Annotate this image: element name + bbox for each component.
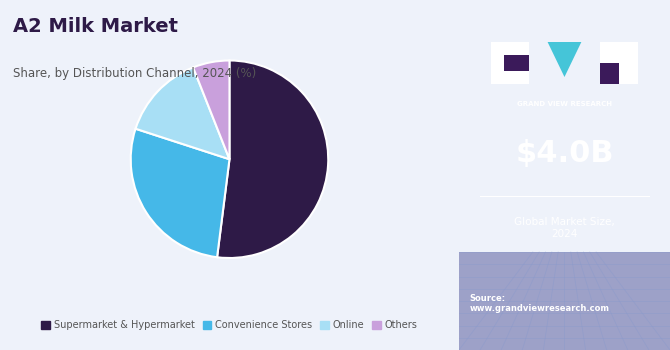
Bar bbox=[600, 63, 619, 84]
Bar bbox=[490, 42, 529, 84]
Bar bbox=[600, 42, 639, 84]
Wedge shape bbox=[135, 68, 229, 159]
Text: A2 Milk Market: A2 Milk Market bbox=[13, 18, 178, 36]
Wedge shape bbox=[217, 61, 328, 258]
Bar bbox=[504, 55, 529, 71]
Legend: Supermarket & Hypermarket, Convenience Stores, Online, Others: Supermarket & Hypermarket, Convenience S… bbox=[42, 321, 417, 330]
Wedge shape bbox=[131, 129, 229, 257]
Text: Share, by Distribution Channel, 2024 (%): Share, by Distribution Channel, 2024 (%) bbox=[13, 66, 257, 79]
Bar bbox=[459, 252, 670, 350]
Wedge shape bbox=[193, 61, 229, 159]
Text: Source:
www.grandviewresearch.com: Source: www.grandviewresearch.com bbox=[470, 294, 610, 313]
Polygon shape bbox=[547, 42, 582, 77]
Text: Global Market Size,
2024: Global Market Size, 2024 bbox=[514, 217, 615, 239]
Text: $4.0B: $4.0B bbox=[515, 140, 614, 168]
Text: GRAND VIEW RESEARCH: GRAND VIEW RESEARCH bbox=[517, 102, 612, 107]
